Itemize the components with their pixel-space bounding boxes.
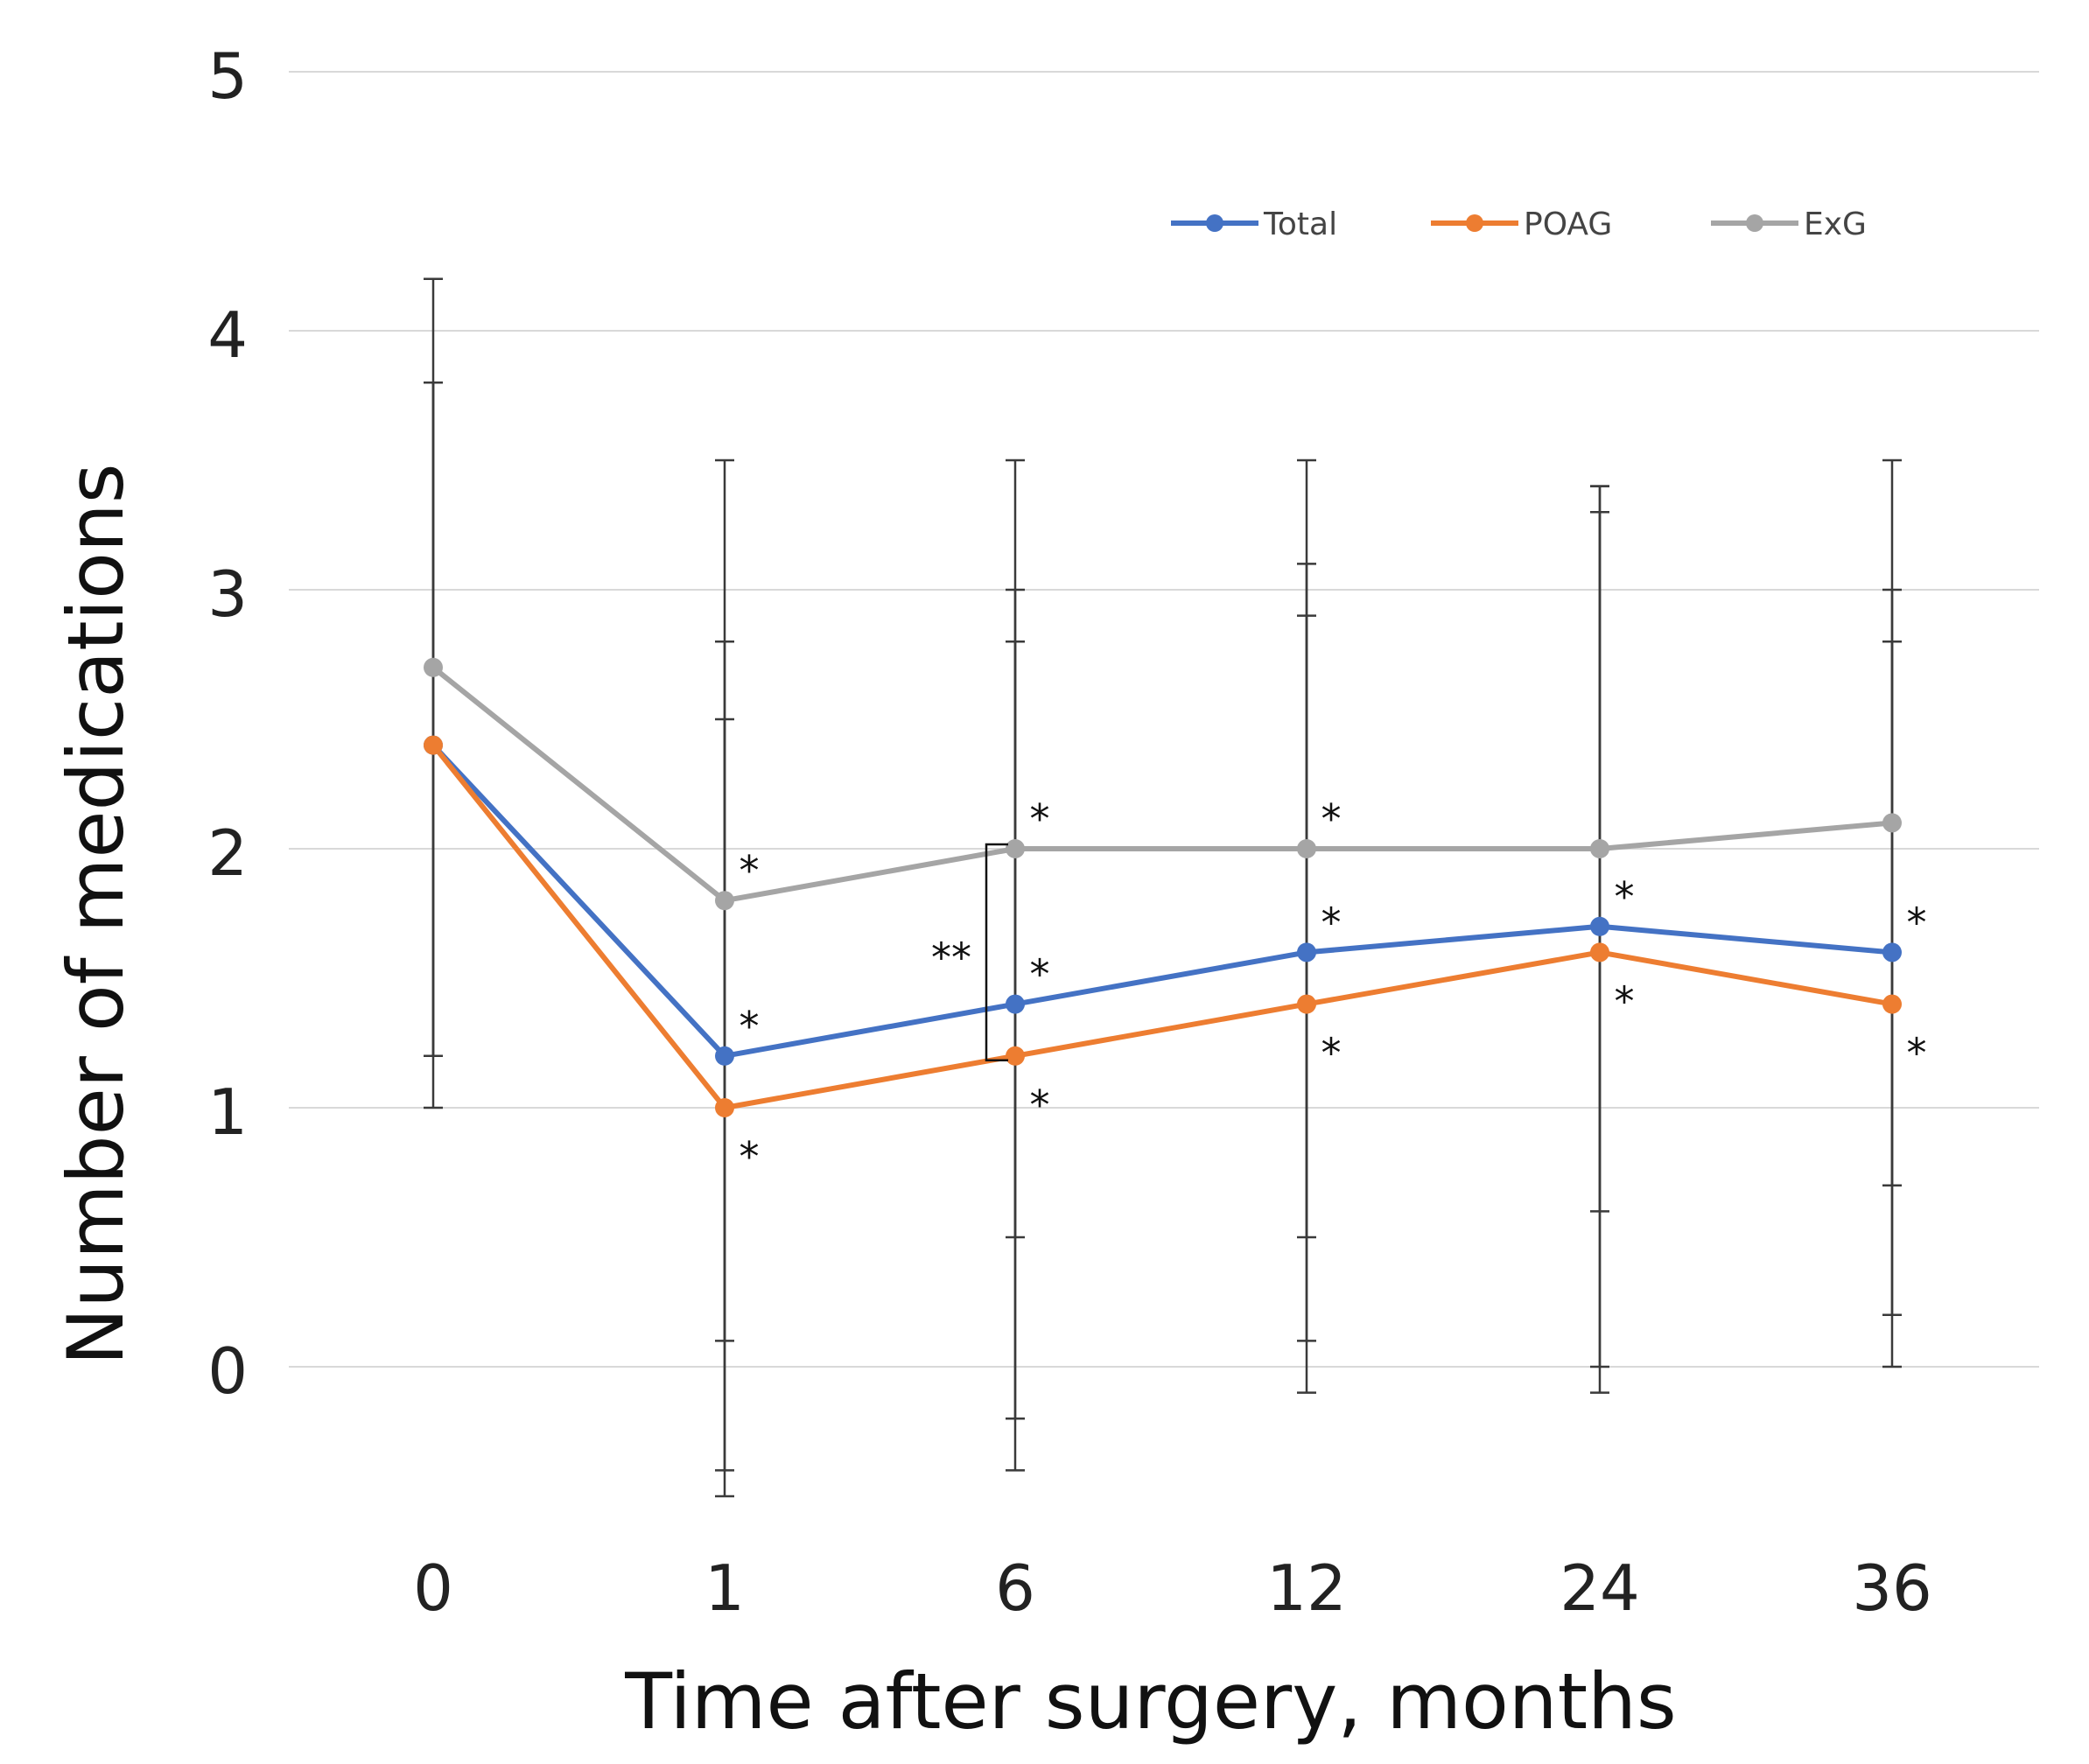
x-axis-tick-labels: 0 1 6 12 24 36	[413, 1551, 1932, 1625]
legend-label: POAG	[1524, 206, 1612, 242]
significance-asterisk: *	[1615, 977, 1635, 1025]
x-tick-label: 0	[413, 1551, 453, 1625]
series-line-total	[431, 743, 1893, 1059]
comparison-bracket	[985, 843, 1008, 1062]
data-point-exg	[1297, 839, 1316, 858]
legend-label: ExG	[1804, 206, 1867, 242]
y-tick-label: 5	[207, 39, 248, 113]
y-tick-label: 2	[207, 816, 248, 890]
data-point-exg	[1006, 839, 1025, 858]
data-point-poag	[1297, 994, 1316, 1014]
data-point-exg	[715, 891, 734, 911]
data-point-total	[1590, 916, 1609, 936]
data-point-poag	[715, 1098, 734, 1117]
y-tick-label: 0	[207, 1334, 248, 1408]
significance-asterisk: *	[1030, 951, 1050, 998]
data-point-poag	[1882, 994, 1902, 1014]
x-tick-label: 1	[705, 1551, 745, 1625]
y-tick-label: 1	[207, 1075, 248, 1149]
legend-label: Total	[1263, 206, 1337, 242]
legend-swatch-marker	[1466, 214, 1483, 232]
significance-asterisk: *	[1321, 1030, 1342, 1077]
series-lines	[431, 665, 1893, 1110]
data-point-total	[1882, 942, 1902, 962]
data-point-total	[1297, 942, 1316, 962]
series-points	[424, 657, 1902, 1117]
comparison-asterisks: **	[931, 934, 971, 981]
data-point-exg	[424, 657, 443, 677]
significance-asterisk: *	[740, 1133, 760, 1180]
series-line-exg	[431, 665, 1893, 904]
y-tick-label: 4	[207, 298, 248, 372]
significance-asterisk: *	[1030, 1082, 1050, 1129]
data-point-exg	[1590, 839, 1609, 858]
significance-asterisk: *	[740, 847, 760, 894]
x-tick-label: 12	[1266, 1551, 1347, 1625]
significance-asterisk: *	[1907, 1030, 1927, 1077]
data-point-total	[1006, 994, 1025, 1014]
x-tick-label: 6	[995, 1551, 1035, 1625]
series-line-poag	[431, 743, 1893, 1110]
data-point-exg	[1882, 813, 1902, 833]
significance-asterisk: *	[1615, 873, 1635, 920]
x-axis-title: Time after surgery, months	[624, 1656, 1676, 1746]
significance-asterisk: *	[1321, 795, 1342, 843]
significance-markers: ** *************	[740, 795, 1927, 1180]
significance-asterisk: *	[1907, 899, 1927, 946]
legend-swatch-marker	[1746, 214, 1763, 232]
y-tick-label: 3	[207, 557, 248, 631]
error-bars	[424, 277, 1902, 1498]
y-axis-tick-labels: 0 1 2 3 4 5	[207, 39, 248, 1408]
data-point-poag	[424, 735, 443, 755]
data-point-poag	[1590, 942, 1609, 962]
significance-asterisk: *	[1321, 899, 1342, 946]
x-tick-label: 36	[1852, 1551, 1932, 1625]
legend: Total POAG ExG	[1171, 206, 1867, 242]
data-point-poag	[1006, 1046, 1025, 1066]
gridlines	[289, 71, 2039, 1368]
significance-asterisk: *	[740, 1003, 760, 1050]
data-point-total	[715, 1046, 734, 1066]
significance-asterisk: *	[1030, 795, 1050, 843]
y-axis-title: Number of medications	[51, 463, 141, 1365]
x-tick-label: 24	[1560, 1551, 1640, 1625]
legend-swatch-marker	[1206, 214, 1223, 232]
